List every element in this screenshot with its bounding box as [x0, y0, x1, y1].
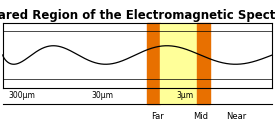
- Text: Mid: Mid: [193, 112, 208, 121]
- Bar: [160, 22, 197, 104]
- Text: Infrared Region of the Electromagnetic Spectrum: Infrared Region of the Electromagnetic S…: [0, 9, 275, 22]
- Text: Near: Near: [226, 112, 246, 121]
- Bar: [197, 22, 210, 104]
- Text: 3μm: 3μm: [177, 91, 194, 100]
- Text: Far: Far: [151, 112, 164, 121]
- Bar: [147, 22, 159, 104]
- Text: 30μm: 30μm: [92, 91, 114, 100]
- Text: 300μm: 300μm: [8, 91, 35, 100]
